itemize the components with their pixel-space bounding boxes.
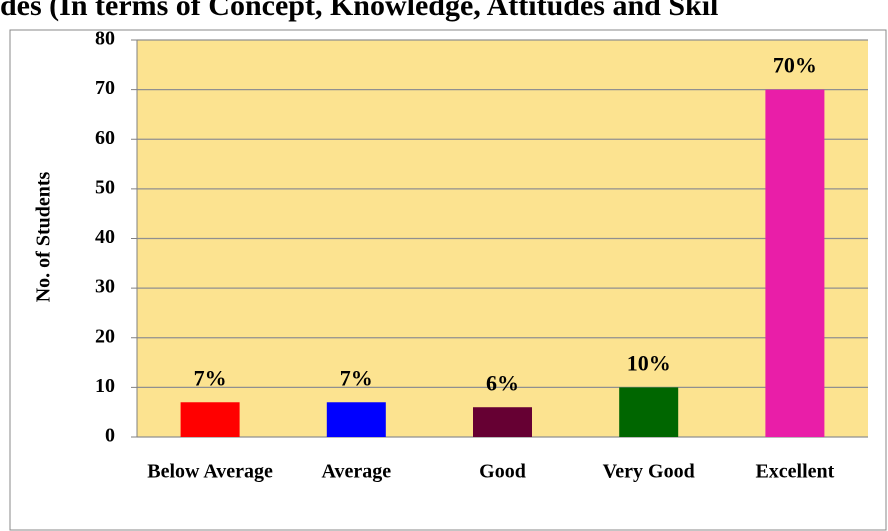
y-tick-label: 10 bbox=[95, 375, 115, 397]
y-tick-label: 0 bbox=[105, 425, 115, 447]
data-label: 10% bbox=[627, 350, 671, 375]
bar bbox=[765, 89, 825, 437]
bar bbox=[180, 402, 240, 437]
data-label: 6% bbox=[486, 370, 519, 395]
y-tick-label: 50 bbox=[95, 176, 115, 198]
y-tick-label: 30 bbox=[95, 276, 115, 298]
x-tick-label: Average bbox=[322, 461, 392, 483]
chart-title: des (In terms of Concept, Knowledge, Att… bbox=[0, 0, 718, 22]
y-axis-label: No. of Students bbox=[33, 171, 55, 302]
x-tick-label: Very Good bbox=[603, 461, 695, 483]
y-tick-label: 40 bbox=[95, 226, 115, 248]
y-tick-label: 60 bbox=[95, 127, 115, 149]
x-tick-label: Below Average bbox=[147, 461, 273, 483]
chart-frame bbox=[9, 29, 887, 531]
y-tick-label: 70 bbox=[95, 77, 115, 99]
x-tick-label: Good bbox=[479, 461, 526, 483]
bar bbox=[619, 387, 679, 437]
y-tick-label: 20 bbox=[95, 325, 115, 347]
bar bbox=[473, 407, 532, 437]
data-label: 7% bbox=[194, 365, 227, 390]
data-label: 70% bbox=[773, 53, 817, 78]
bar bbox=[326, 402, 386, 437]
data-label: 7% bbox=[340, 365, 373, 390]
y-tick-label: 80 bbox=[95, 28, 115, 50]
x-tick-label: Excellent bbox=[755, 461, 834, 483]
